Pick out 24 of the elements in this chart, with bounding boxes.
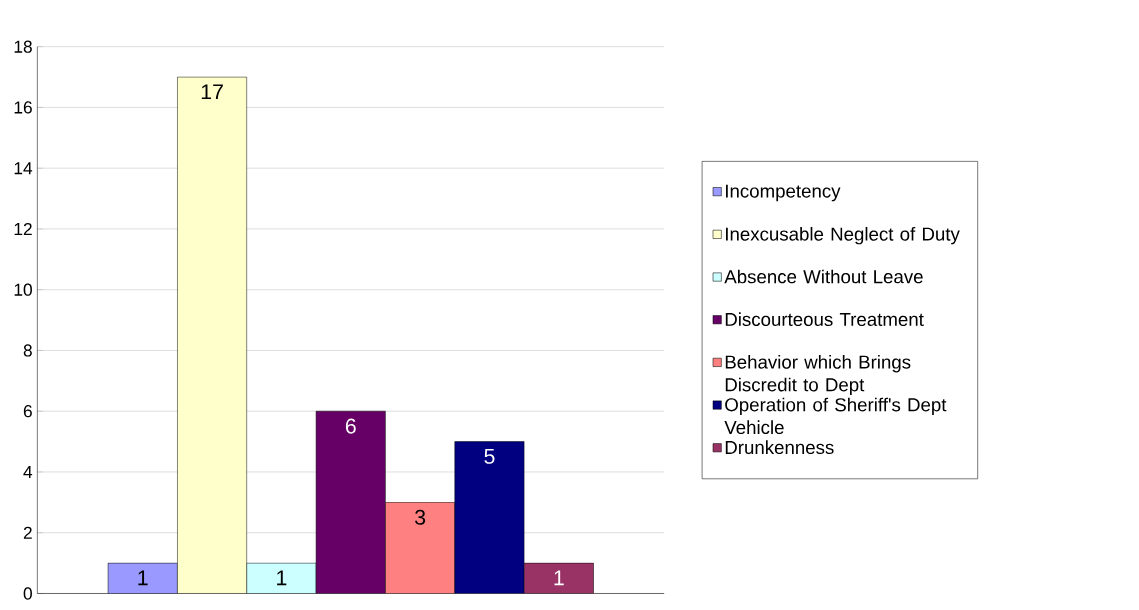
data-label: 1 <box>554 570 564 586</box>
legend-label: Discourteous Treatment <box>725 312 924 327</box>
y-tick-label: 4 <box>23 466 33 479</box>
legend-label: Behavior which Brings Discredit to Dept <box>725 355 911 396</box>
data-label: 6 <box>345 418 356 434</box>
y-tick-label: 16 <box>14 101 32 114</box>
data-label: 1 <box>277 570 287 586</box>
data-label: 1 <box>138 570 148 586</box>
legend-label: Drunkenness <box>725 440 834 455</box>
y-tick-label: 10 <box>14 283 32 297</box>
y-tick-label: 12 <box>14 223 32 236</box>
data-label: 5 <box>484 449 495 465</box>
legend-label: Incompetency <box>726 184 841 202</box>
y-tick-label: 8 <box>23 344 32 357</box>
y-tick-label: 6 <box>23 405 32 418</box>
y-tick-label: 0 <box>23 587 32 600</box>
data-label: 3 <box>415 509 426 526</box>
legend-label: Operation of Sheriff's Dept Vehicle <box>724 397 947 435</box>
y-tick-label: 18 <box>14 40 32 54</box>
y-tick-label: 14 <box>14 162 33 175</box>
data-label: 17 <box>201 84 223 100</box>
legend-label: Inexcusable Neglect of Duty <box>726 227 960 245</box>
y-tick-label: 2 <box>23 526 32 540</box>
legend-label: Absence Without Leave <box>724 269 923 284</box>
